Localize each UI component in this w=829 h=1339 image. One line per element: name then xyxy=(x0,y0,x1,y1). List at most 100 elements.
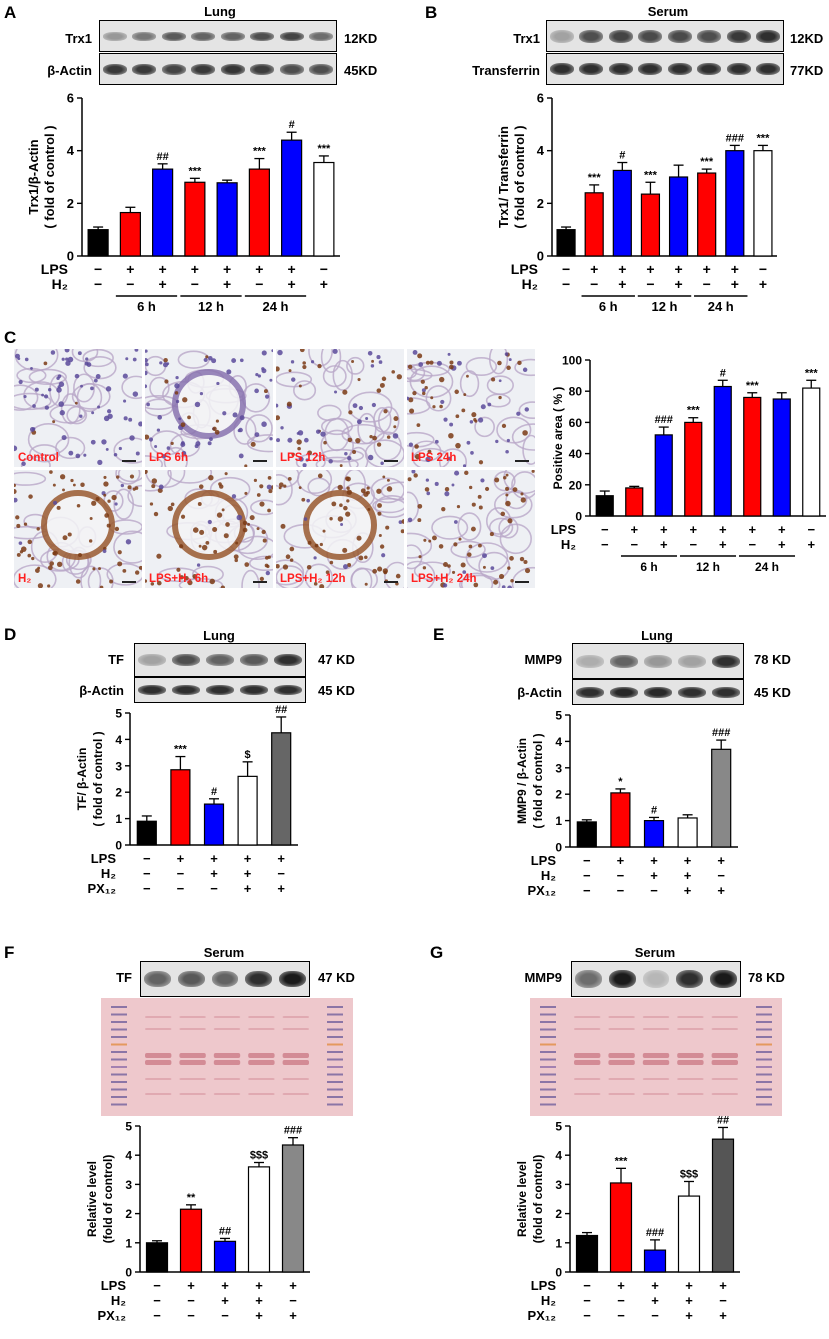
ihc-tile: LPS+H₂ 24h xyxy=(407,470,535,588)
condition-sign: − xyxy=(650,883,658,898)
y-tick-label: 80 xyxy=(569,385,583,399)
y-tick-label: 3 xyxy=(555,761,562,775)
blot-band xyxy=(610,654,638,668)
blot-band xyxy=(132,31,157,41)
ponceau-stain-gel-f xyxy=(101,998,353,1116)
blot-label-d-tf: TF xyxy=(108,652,124,667)
bar xyxy=(684,421,703,517)
blot-band xyxy=(279,63,304,75)
bar xyxy=(575,1234,599,1273)
condition-sign: − xyxy=(689,537,697,552)
ponceau-stain-gel-g xyxy=(530,998,782,1116)
blot-band xyxy=(177,971,205,987)
condition-sign: + xyxy=(684,868,692,883)
scale-bar xyxy=(384,460,398,462)
blot-band xyxy=(250,63,275,75)
blot-band xyxy=(220,31,245,41)
blot-band xyxy=(138,654,166,666)
kd-label-a-trx1: 12KD xyxy=(344,31,378,46)
significance-label: *** xyxy=(687,405,701,417)
blot-band xyxy=(579,29,604,43)
condition-sign: + xyxy=(748,522,756,537)
condition-sign: − xyxy=(651,1308,659,1323)
y-tick-label: 1 xyxy=(555,814,562,828)
condition-label: H₂ xyxy=(561,537,576,552)
blot-band xyxy=(638,63,663,75)
ihc-label: Control xyxy=(18,452,59,464)
condition-sign: + xyxy=(210,851,218,866)
blot-band xyxy=(575,970,603,988)
y-tick-label: 2 xyxy=(537,196,544,211)
y-tick-label: 100 xyxy=(562,354,582,368)
blot-band xyxy=(211,971,239,987)
bar xyxy=(119,211,141,257)
condition-sign: − xyxy=(719,1293,727,1308)
ihc-tile: LPS+H₂ 12h xyxy=(276,470,404,588)
y-tick-label: 2 xyxy=(115,786,122,800)
y-tick-label: 3 xyxy=(555,1178,562,1192)
significance-label: *** xyxy=(615,1155,629,1167)
blot-title-g: Serum xyxy=(634,945,676,960)
blot-band xyxy=(309,63,334,75)
condition-label: PX₁₂ xyxy=(528,883,557,898)
y-tick-label: 5 xyxy=(115,707,122,721)
y-axis-label: Positive area ( % ) xyxy=(551,387,565,490)
condition-sign: + xyxy=(674,276,682,292)
panel-letter-c: C xyxy=(4,328,17,347)
condition-sign: + xyxy=(159,261,167,277)
blot-band xyxy=(579,63,604,75)
condition-sign: − xyxy=(177,866,185,881)
y-tick-label: 20 xyxy=(569,478,583,492)
condition-sign: − xyxy=(590,276,598,292)
significance-label: *** xyxy=(317,143,331,155)
gel-drawing xyxy=(101,998,353,1116)
condition-sign: − xyxy=(583,1308,591,1323)
condition-label: H₂ xyxy=(541,1293,556,1308)
condition-sign: − xyxy=(143,866,151,881)
group-label: 24 h xyxy=(708,299,734,314)
condition-sign: + xyxy=(255,1278,263,1293)
condition-label: PX₁₂ xyxy=(528,1308,557,1323)
significance-label: *** xyxy=(644,169,658,181)
condition-sign: − xyxy=(177,881,185,896)
condition-sign: − xyxy=(601,537,609,552)
significance-label: * xyxy=(618,776,623,788)
condition-sign: + xyxy=(674,261,682,277)
scale-bar xyxy=(515,581,529,583)
significance-label: ### xyxy=(646,1227,664,1239)
blot-band xyxy=(220,63,245,75)
condition-sign: + xyxy=(277,851,285,866)
ihc-label: LPS 12h xyxy=(280,452,326,464)
bar xyxy=(281,1144,305,1273)
western-blot-b-trx1 xyxy=(546,20,784,52)
bar xyxy=(556,229,576,257)
significance-label: # xyxy=(651,804,657,816)
bar-chart-c: 0 20 40 60 80 100 Positive area ( % ) ### *** # **… xyxy=(551,354,826,574)
y-tick-label: 0 xyxy=(555,841,562,855)
scale-bar xyxy=(253,460,267,462)
ihc-tissue-drawing xyxy=(407,349,535,467)
bar xyxy=(237,775,258,846)
condition-sign: − xyxy=(703,276,711,292)
blot-band xyxy=(206,654,234,666)
condition-sign: − xyxy=(187,1293,195,1308)
bar xyxy=(711,748,732,848)
significance-label: *** xyxy=(174,744,188,756)
blot-band xyxy=(144,971,172,987)
condition-sign: − xyxy=(601,522,609,537)
blot-band xyxy=(610,686,638,698)
condition-sign: + xyxy=(717,883,725,898)
blot-band xyxy=(172,685,200,695)
scale-bar xyxy=(122,460,136,462)
condition-sign: + xyxy=(807,537,815,552)
condition-sign: − xyxy=(646,276,654,292)
condition-sign: − xyxy=(759,261,767,277)
condition-sign: − xyxy=(583,1278,591,1293)
condition-sign: − xyxy=(807,522,815,537)
significance-label: ## xyxy=(717,1114,729,1126)
ihc-tissue-drawing xyxy=(14,349,142,467)
significance-label: $$$ xyxy=(680,1168,698,1180)
condition-sign: + xyxy=(646,261,654,277)
bar xyxy=(668,176,689,257)
blot-band xyxy=(245,971,273,987)
